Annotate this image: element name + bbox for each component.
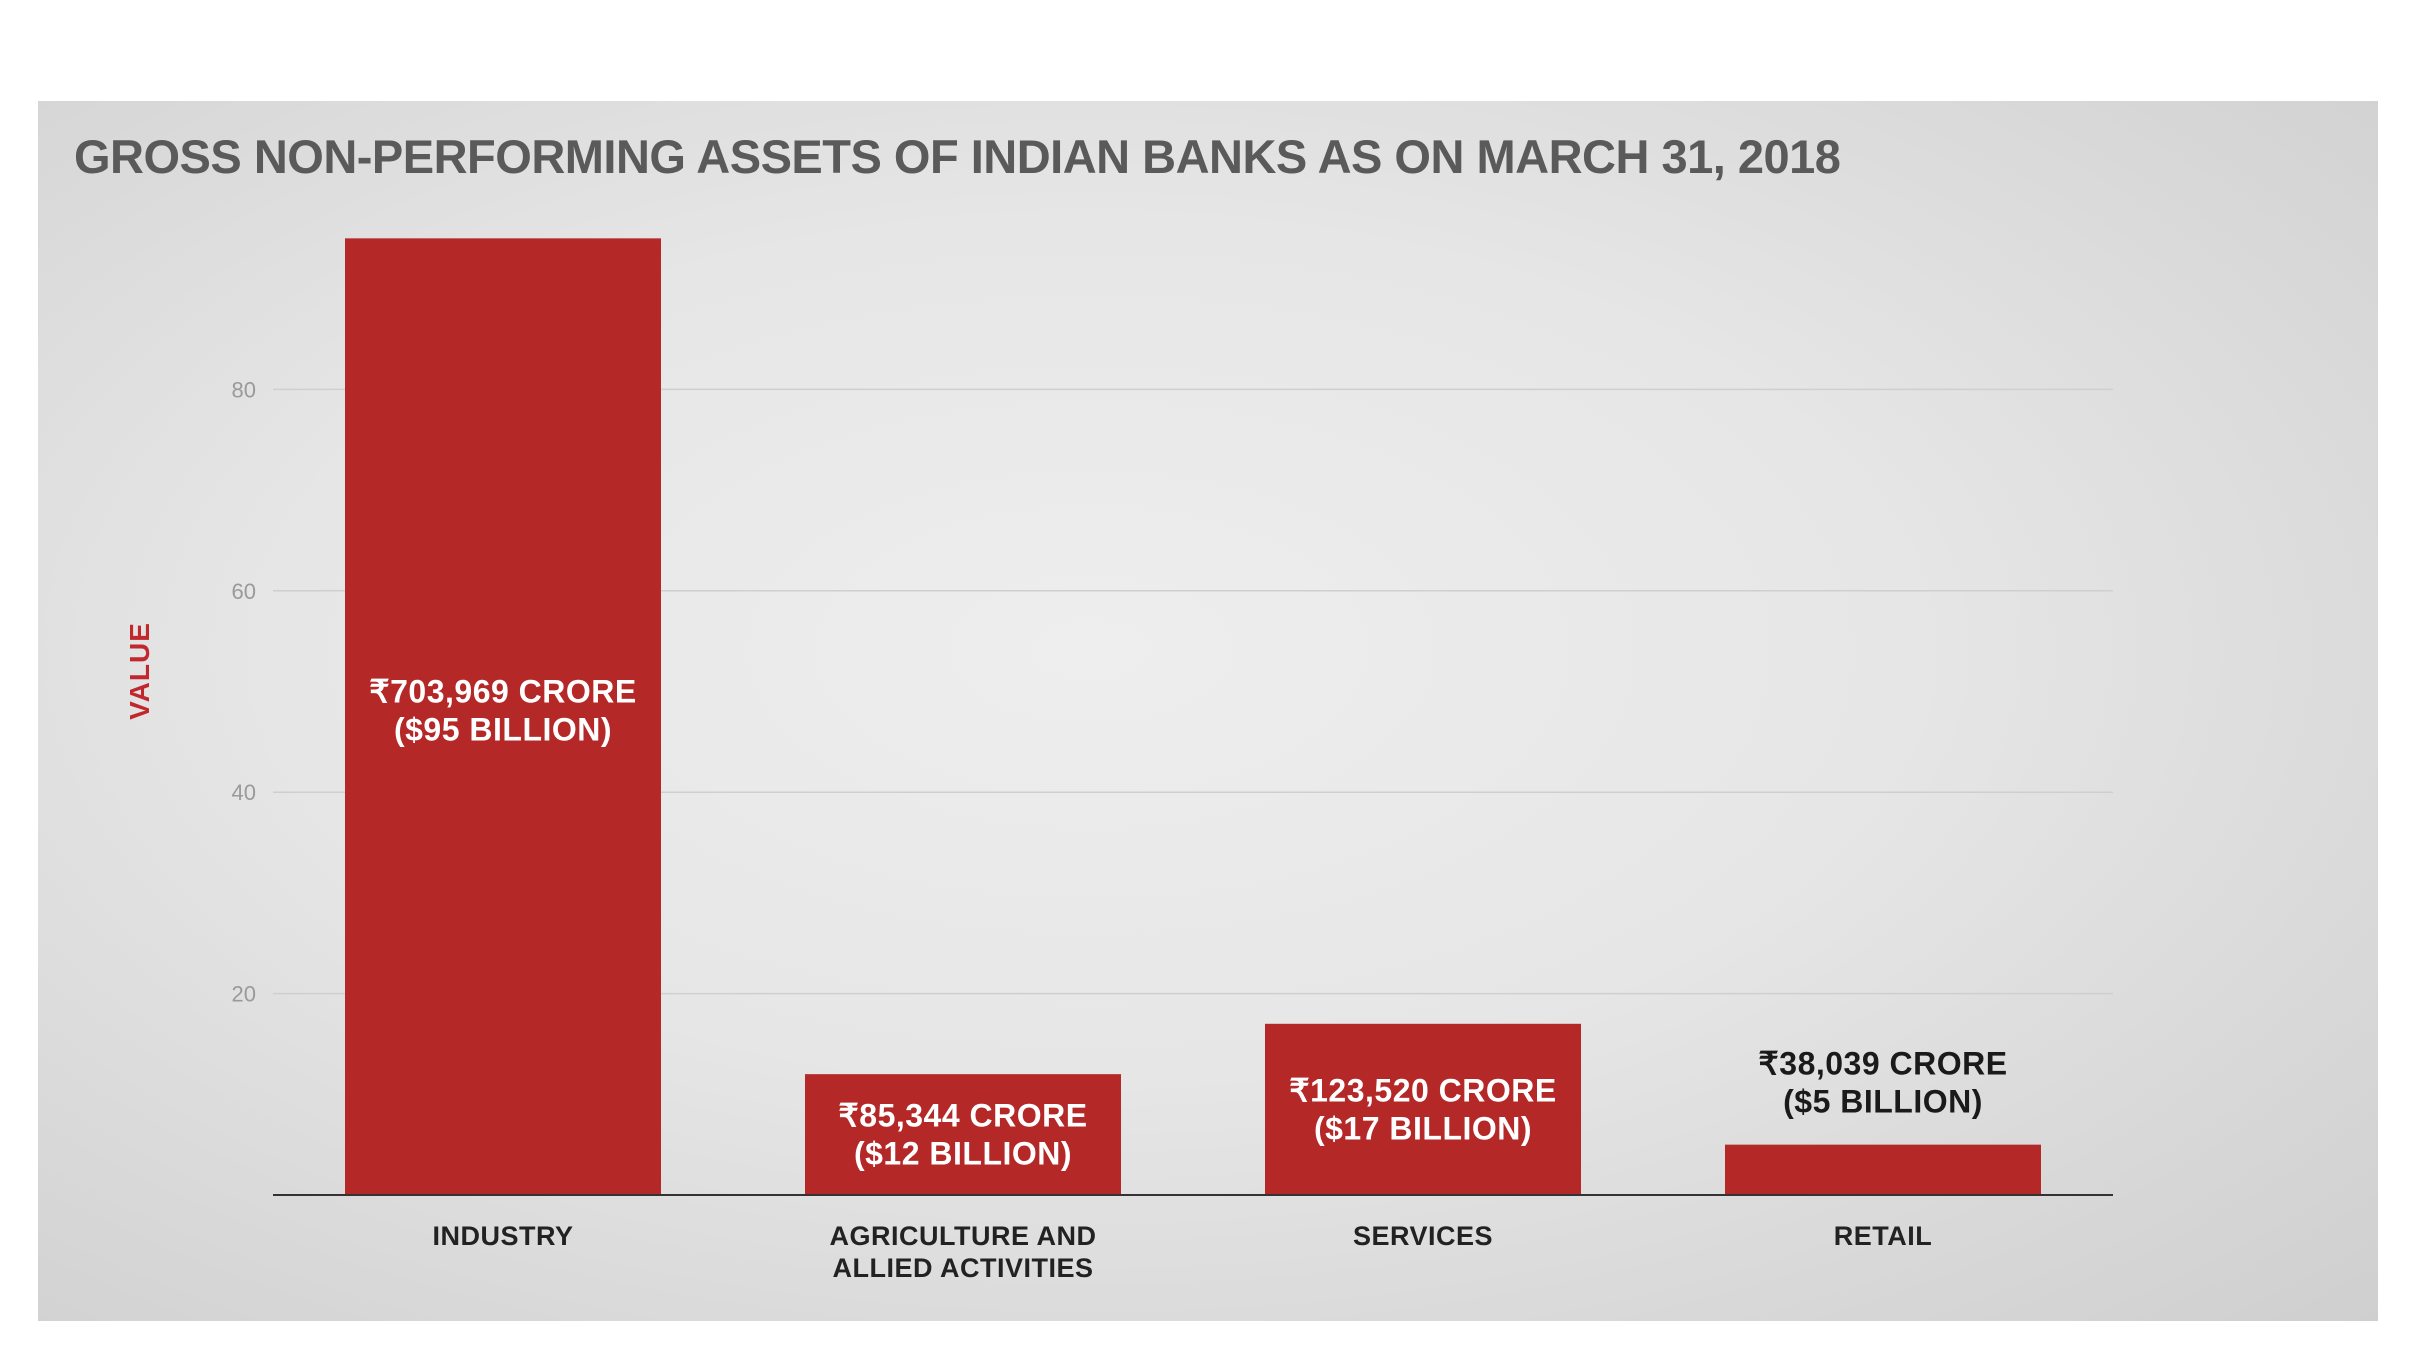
data-label: ₹85,344 CRORE ($12 BILLION) — [838, 1098, 1087, 1172]
data-label-line: ₹85,344 CRORE — [838, 1098, 1087, 1134]
bar-2 — [1265, 1023, 1581, 1195]
x-tick-label: SERVICES — [1353, 1221, 1493, 1251]
chart-title: GROSS NON-PERFORMING ASSETS OF INDIAN BA… — [74, 130, 1841, 183]
bar-0 — [345, 238, 661, 1196]
x-tick-label-line: AGRICULTURE AND — [830, 1221, 1097, 1251]
bars — [345, 238, 2041, 1196]
bar-3 — [1725, 1144, 2041, 1195]
bar-1 — [805, 1074, 1121, 1195]
chart-panel: GROSS NON-PERFORMING ASSETS OF INDIAN BA… — [38, 101, 2378, 1321]
data-label: ₹38,039 CRORE ($5 BILLION) — [1758, 1046, 2007, 1120]
y-tick-label: 80 — [232, 377, 256, 402]
data-label-line: ₹123,520 CRORE — [1289, 1072, 1556, 1108]
data-label: ₹123,520 CRORE ($17 BILLION) — [1289, 1072, 1556, 1146]
x-tick-label: RETAIL — [1834, 1221, 1933, 1251]
y-tick-label: 60 — [232, 579, 256, 604]
x-tick-label: INDUSTRY — [432, 1221, 573, 1251]
data-label: ₹703,969 CRORE ($95 BILLION) — [369, 673, 636, 747]
x-tick-label-line: RETAIL — [1834, 1221, 1933, 1251]
data-label-line: ($12 BILLION) — [854, 1136, 1072, 1172]
data-label-line: ₹38,039 CRORE — [1758, 1046, 2007, 1082]
y-tick-label: 20 — [232, 982, 256, 1007]
data-label-line: ₹703,969 CRORE — [369, 673, 636, 709]
data-label-line: ($17 BILLION) — [1314, 1110, 1532, 1146]
bar-chart: 20 40 60 80 ₹703,969 CRORE ($95 BILLION) INDU… — [232, 238, 2113, 1283]
x-tick-label: AGRICULTURE AND ALLIED ACTIVITIES — [830, 1221, 1097, 1283]
x-tick-label-line: SERVICES — [1353, 1221, 1493, 1251]
y-tick-label: 40 — [232, 780, 256, 805]
x-tick-label-line: INDUSTRY — [432, 1221, 573, 1251]
data-label-line: ($95 BILLION) — [394, 711, 612, 747]
data-labels: ₹703,969 CRORE ($95 BILLION) INDUSTRY ₹85,3… — [369, 673, 2007, 1283]
data-label-line: ($5 BILLION) — [1783, 1084, 1983, 1120]
x-tick-label-line: ALLIED ACTIVITIES — [832, 1253, 1093, 1283]
